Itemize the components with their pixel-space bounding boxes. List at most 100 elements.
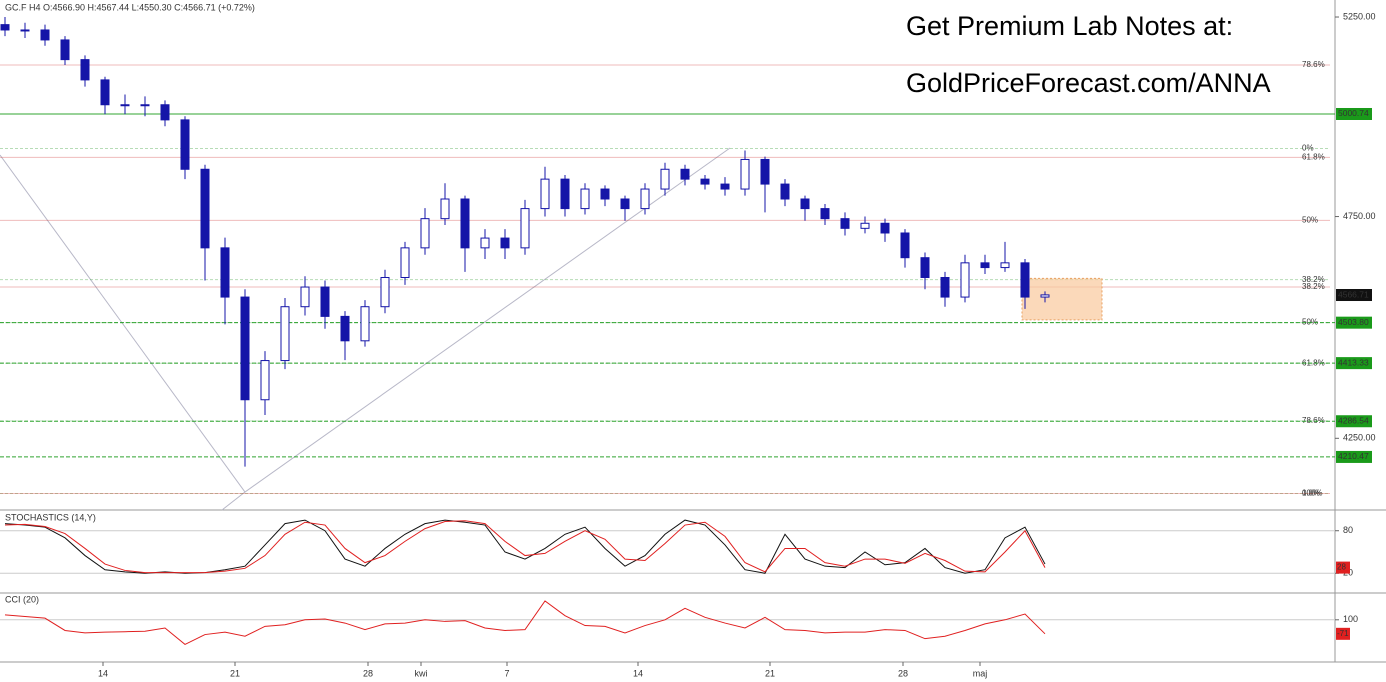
candle-body xyxy=(560,178,570,210)
x-tick-label: 7 xyxy=(504,668,509,678)
panel-title: STOCHASTICS (14,Y) xyxy=(5,512,96,522)
candle-body xyxy=(880,222,890,234)
candle-body xyxy=(240,296,250,401)
x-tick-label: kwi xyxy=(415,668,428,678)
level-label: 4413.33 xyxy=(1338,357,1369,367)
y-tick-label: 100 xyxy=(1343,614,1358,624)
candle-body xyxy=(920,257,930,278)
level-label: 4566.71 xyxy=(1338,289,1369,299)
fib-label: 61.8% xyxy=(1302,358,1325,367)
fib-label: 100% xyxy=(1302,489,1322,498)
candle-body xyxy=(660,168,670,190)
candle-body xyxy=(500,237,510,249)
candle-body xyxy=(800,198,810,210)
candle-body xyxy=(420,218,430,249)
candle-body xyxy=(220,247,230,298)
y-tick-label: 4250.00 xyxy=(1343,433,1376,443)
candle-body xyxy=(940,276,950,298)
candle-body xyxy=(780,183,790,200)
candle-body xyxy=(580,188,590,210)
y-tick-label: 5250.00 xyxy=(1343,11,1376,21)
candle-body xyxy=(980,262,990,269)
y-tick-label: 4750.00 xyxy=(1343,211,1376,221)
fib-label: 78.6% xyxy=(1302,416,1325,425)
candle-body xyxy=(960,262,970,298)
fib-label: 0% xyxy=(1302,144,1314,153)
x-tick-label: 14 xyxy=(633,668,643,678)
candle-body xyxy=(640,188,650,210)
fib-label: 0.0% xyxy=(1302,489,1320,498)
panel-title: CCI (20) xyxy=(5,594,39,604)
indicator-line xyxy=(4,600,1046,646)
candle-body xyxy=(60,39,70,61)
candle-body xyxy=(540,178,550,210)
candle-body xyxy=(300,286,310,308)
value-label: -71 xyxy=(1337,629,1349,638)
candle-body xyxy=(840,218,850,229)
level-tag xyxy=(1336,450,1372,463)
zone xyxy=(1021,277,1103,321)
candle-body xyxy=(700,178,710,185)
level-label: 4210.47 xyxy=(1338,451,1369,461)
candle-body xyxy=(900,232,910,259)
value-label: 28 xyxy=(1337,563,1346,572)
annotation: GoldPriceForecast.com/ANNA xyxy=(906,68,1271,98)
candle-body xyxy=(440,198,450,220)
candle-body xyxy=(20,29,30,32)
annotation: Get Premium Lab Notes at: xyxy=(906,11,1233,41)
candle-body xyxy=(260,360,270,401)
level-tag xyxy=(1336,316,1372,329)
level-label: 4503.80 xyxy=(1338,317,1369,327)
candle-body xyxy=(360,306,370,342)
level-label: 4286.54 xyxy=(1338,415,1369,425)
y-tick-label: 80 xyxy=(1343,525,1353,535)
candle-body xyxy=(320,286,330,317)
indicator-line xyxy=(4,520,1046,574)
level-tag xyxy=(1336,289,1372,302)
candle-body xyxy=(740,158,750,190)
candle-body xyxy=(820,208,830,220)
fib-label: 61.8% xyxy=(1302,153,1325,162)
candle-body xyxy=(80,59,90,81)
candle-body xyxy=(1000,262,1010,269)
level-tag xyxy=(1336,107,1372,120)
candle-body xyxy=(680,168,690,180)
candle-body xyxy=(600,188,610,200)
candle-body xyxy=(480,237,490,249)
level-label: 5000.74 xyxy=(1338,108,1369,118)
x-tick-label: maj xyxy=(973,668,988,678)
candle-body xyxy=(200,168,210,249)
candle-body xyxy=(280,306,290,362)
candle-body xyxy=(160,104,170,121)
candle-body xyxy=(140,104,150,107)
level-tag xyxy=(1336,415,1372,428)
candle-body xyxy=(720,183,730,190)
candle-body xyxy=(1020,262,1030,298)
x-tick-label: 28 xyxy=(363,668,373,678)
fib-label: 78.6% xyxy=(1302,60,1325,69)
x-tick-label: 28 xyxy=(898,668,908,678)
candle-body xyxy=(460,198,470,249)
fib-label: 50% xyxy=(1302,215,1318,224)
candle-body xyxy=(180,119,190,170)
chart-title: GC.F H4 O:4566.90 H:4567.44 L:4550.30 C:… xyxy=(5,2,255,12)
candle-body xyxy=(400,247,410,278)
x-tick-label: 21 xyxy=(765,668,775,678)
x-tick-label: 21 xyxy=(230,668,240,678)
candle-body xyxy=(620,198,630,210)
candle-body xyxy=(0,24,10,31)
level-tag xyxy=(1336,357,1372,370)
fib-label: 38.2% xyxy=(1302,275,1325,284)
trend-line xyxy=(221,491,246,511)
candle-body xyxy=(40,29,50,41)
candle-body xyxy=(1040,294,1050,298)
candle-body xyxy=(860,222,870,229)
candle-body xyxy=(380,276,390,308)
candle-body xyxy=(100,79,110,106)
candle-body xyxy=(760,158,770,185)
candle-body xyxy=(520,208,530,249)
candle-body xyxy=(120,104,130,107)
x-tick-label: 14 xyxy=(98,668,108,678)
value-tag xyxy=(1336,627,1350,640)
